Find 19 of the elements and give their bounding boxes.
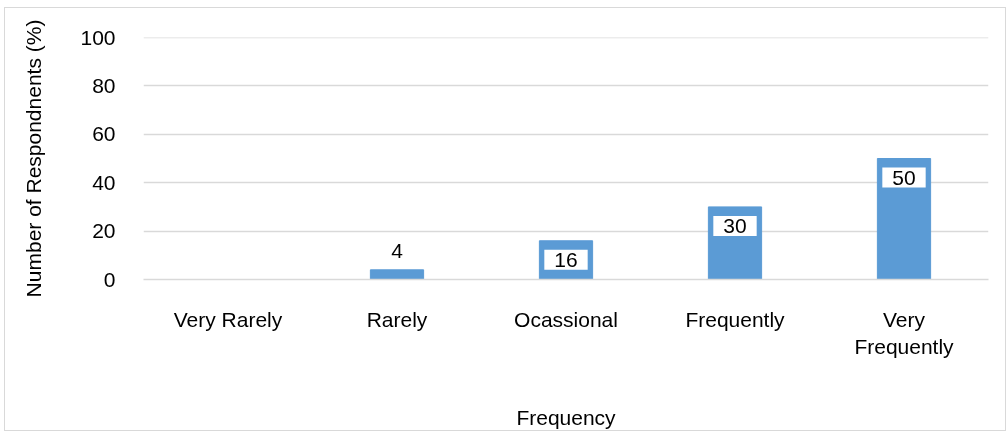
y-tick-label: 20 [92,219,116,243]
y-axis-title: Number of Respondnents (%) [22,19,46,298]
y-tick-label: 0 [103,267,116,291]
data-label: 16 [554,247,578,271]
y-tick-label: 100 [80,25,116,49]
data-label: 4 [391,238,404,262]
bar [369,269,425,280]
x-axis-title: Frequency [516,406,617,430]
x-tick-label: Rarely [366,307,428,331]
x-tick-label: Ocassional [514,307,618,331]
x-tick-label: Frequently [685,307,786,331]
y-tick-label: 80 [92,73,116,97]
y-tick-label: 40 [92,170,116,194]
bar [876,158,932,280]
x-tick-label: Very Rarely [173,307,283,331]
x-tick-label: Very Frequently [854,307,955,359]
data-label: 50 [892,165,916,189]
data-label: 30 [723,213,747,237]
y-tick-label: 60 [92,122,116,146]
